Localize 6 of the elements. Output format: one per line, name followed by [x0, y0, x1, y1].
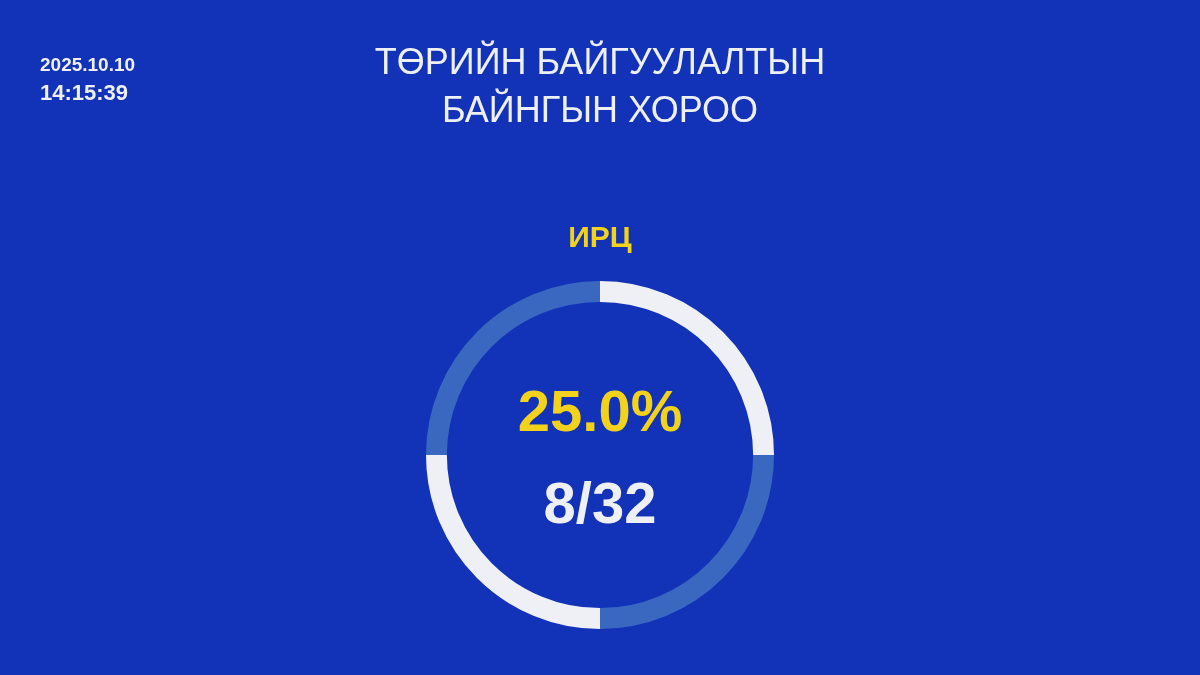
text: 14:15:39 [40, 79, 130, 107]
chart-subtitle: ИРЦ [567, 220, 633, 254]
text: 2025.10.10 [40, 53, 136, 77]
text: 8/32 [543, 470, 657, 535]
chart-title: ТӨРИЙН БАЙГУУЛАЛТЫН БАЙНГЫН ХОРОО [373, 39, 827, 132]
text: 25.0% [517, 378, 683, 443]
